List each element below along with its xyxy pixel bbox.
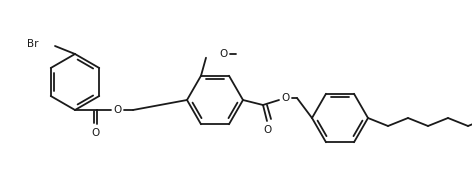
Text: O: O xyxy=(92,128,100,138)
Text: Br: Br xyxy=(27,39,39,49)
Text: O: O xyxy=(114,105,122,115)
Text: O: O xyxy=(264,125,272,135)
Text: O: O xyxy=(220,49,228,59)
Text: O: O xyxy=(282,93,290,103)
